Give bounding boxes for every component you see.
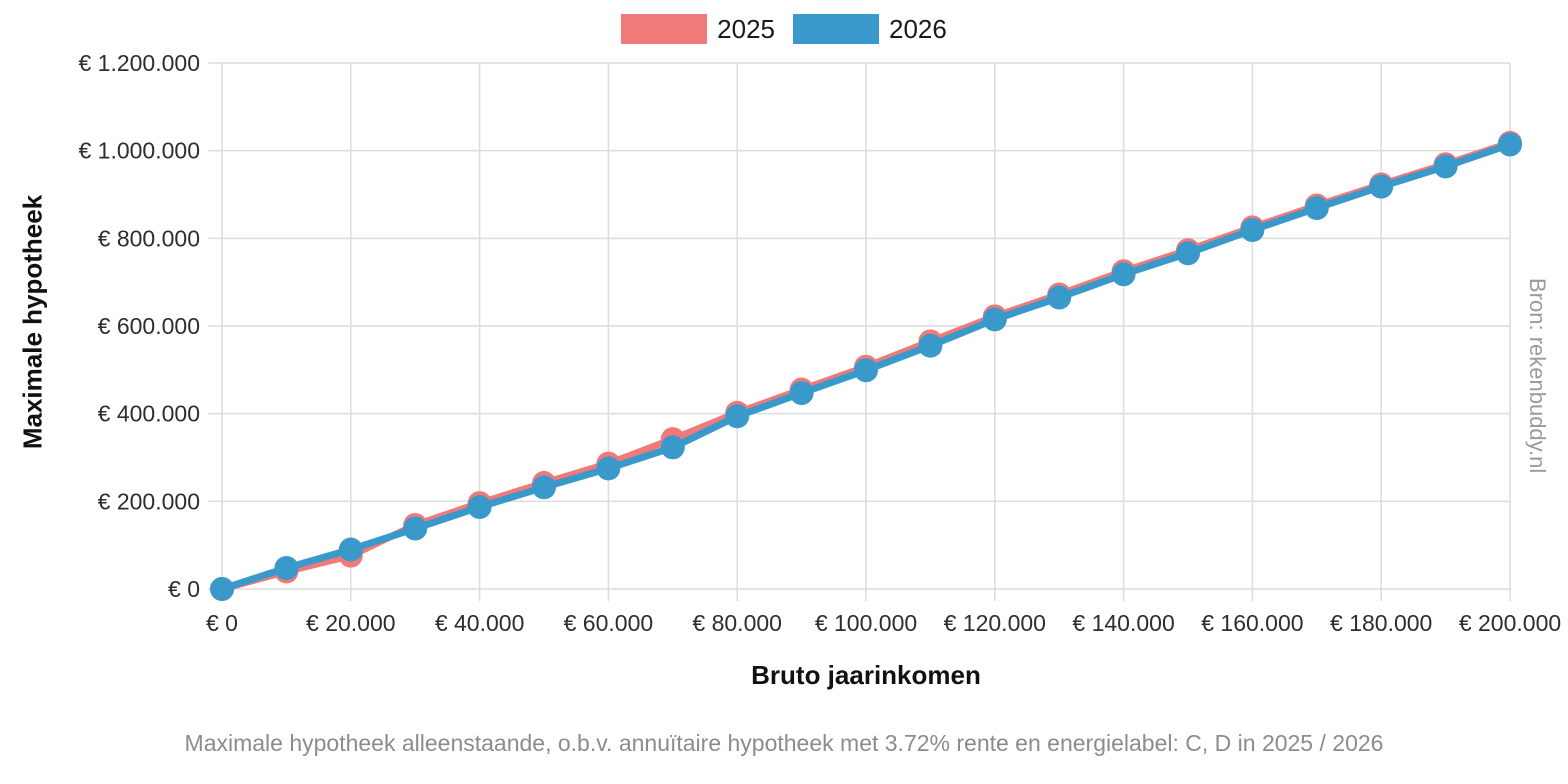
y-tick-label: € 600.000	[98, 313, 200, 339]
y-tick-label: € 1.000.000	[78, 138, 200, 164]
y-tick-label: € 1.200.000	[78, 50, 200, 76]
data-point-2026	[1498, 132, 1522, 157]
legend-item-2025[interactable]: 2025	[621, 14, 775, 44]
source-credit: Bron: rekenbuddy.nl	[1525, 278, 1550, 474]
x-tick-label: € 160.000	[1201, 610, 1303, 636]
y-tick-label: € 0	[168, 576, 200, 602]
legend-label-2025: 2025	[717, 14, 775, 44]
y-tick-label: € 400.000	[98, 401, 200, 427]
x-tick-label: € 20.000	[306, 610, 396, 636]
x-tick-label: € 180.000	[1330, 610, 1432, 636]
data-point-2026	[1111, 262, 1136, 287]
y-tick-label: € 800.000	[98, 225, 200, 251]
data-point-2026	[274, 555, 299, 580]
data-point-2026	[210, 577, 234, 601]
data-point-2026	[1369, 174, 1394, 199]
data-point-2026	[725, 404, 750, 429]
data-point-2026	[660, 435, 685, 460]
data-point-2026	[596, 456, 621, 481]
legend-swatch-2025	[621, 14, 708, 44]
x-tick-label: € 0	[206, 610, 238, 636]
chart-caption: Maximale hypotheek alleenstaande, o.b.v.…	[184, 730, 1384, 756]
x-tick-label: € 40.000	[435, 610, 525, 636]
x-tick-label: € 120.000	[944, 610, 1046, 636]
y-tick-label: € 200.000	[98, 488, 200, 514]
x-tick-label: € 80.000	[692, 610, 782, 636]
legend-swatch-2026	[793, 14, 879, 44]
x-tick-label: € 200.000	[1459, 610, 1561, 636]
y-axis-title: Maximale hypotheek	[17, 194, 48, 450]
data-point-2026	[789, 381, 814, 406]
data-point-2026	[1047, 285, 1072, 310]
data-point-2026	[1433, 154, 1458, 179]
data-point-2026	[1304, 196, 1329, 221]
data-point-2026	[338, 537, 363, 562]
data-point-2026	[982, 307, 1007, 332]
data-point-2026	[1240, 218, 1265, 243]
data-point-2026	[918, 333, 943, 358]
data-point-2026	[467, 495, 492, 520]
x-tick-label: € 60.000	[564, 610, 654, 636]
legend-item-2026[interactable]: 2026	[793, 14, 947, 44]
data-point-2026	[403, 516, 428, 541]
data-point-2026	[854, 358, 878, 383]
x-tick-label: € 100.000	[815, 610, 917, 636]
legend-label-2026: 2026	[889, 14, 947, 44]
data-point-2026	[1176, 241, 1200, 266]
x-axis-title: Bruto jaarinkomen	[751, 660, 981, 690]
x-tick-label: € 140.000	[1072, 610, 1174, 636]
chart-legend: 2025 2026	[0, 14, 1568, 44]
data-point-2026	[532, 475, 556, 500]
